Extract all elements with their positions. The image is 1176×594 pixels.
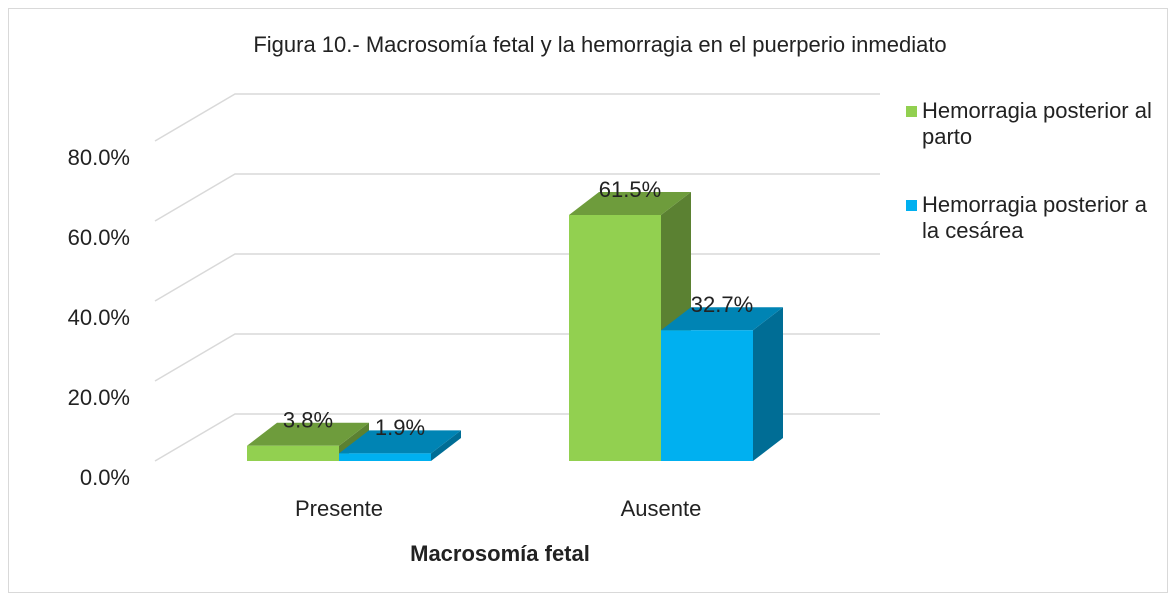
legend-swatch: [906, 106, 917, 117]
chart-border: [8, 8, 1168, 593]
legend-label: Hemorragia posterior a la cesárea: [922, 192, 1147, 243]
y-tick-label: 20.0%: [68, 385, 130, 410]
bar: [661, 307, 783, 461]
legend-entry: Hemorragia posterior al parto: [906, 98, 1162, 150]
bar-face: [661, 307, 783, 331]
legend-label: Hemorragia posterior al parto: [922, 98, 1152, 149]
x-tick-label: Ausente: [621, 496, 702, 521]
y-tick-label: 40.0%: [68, 305, 130, 330]
y-tick-label: 60.0%: [68, 225, 130, 250]
x-axis-label: Macrosomía fetal: [410, 541, 590, 566]
legend-entry: Hemorragia posterior a la cesárea: [906, 192, 1162, 244]
bar-face: [247, 422, 369, 446]
data-label: 1.9%: [375, 415, 425, 440]
data-label: 3.8%: [283, 408, 333, 433]
data-label: 61.5%: [599, 177, 661, 202]
bar-face: [247, 445, 339, 461]
bar-face: [661, 330, 753, 461]
grid-line: [154, 93, 880, 142]
chart-title: Figura 10.- Macrosomía fetal y la hemorr…: [253, 32, 946, 57]
bar: [339, 430, 461, 461]
x-tick-label: Presente: [295, 496, 383, 521]
bar-face: [569, 215, 661, 461]
bar-face: [431, 430, 461, 461]
bar-face: [753, 307, 783, 461]
bar-face: [339, 430, 461, 454]
bar-face: [339, 453, 431, 461]
legend-swatch: [906, 200, 917, 211]
data-label: 32.7%: [691, 292, 753, 317]
y-tick-label: 0.0%: [80, 465, 130, 490]
y-tick-label: 80.0%: [68, 145, 130, 170]
grid-line: [154, 253, 880, 302]
grid-line: [154, 173, 880, 222]
bar-face: [569, 192, 691, 215]
